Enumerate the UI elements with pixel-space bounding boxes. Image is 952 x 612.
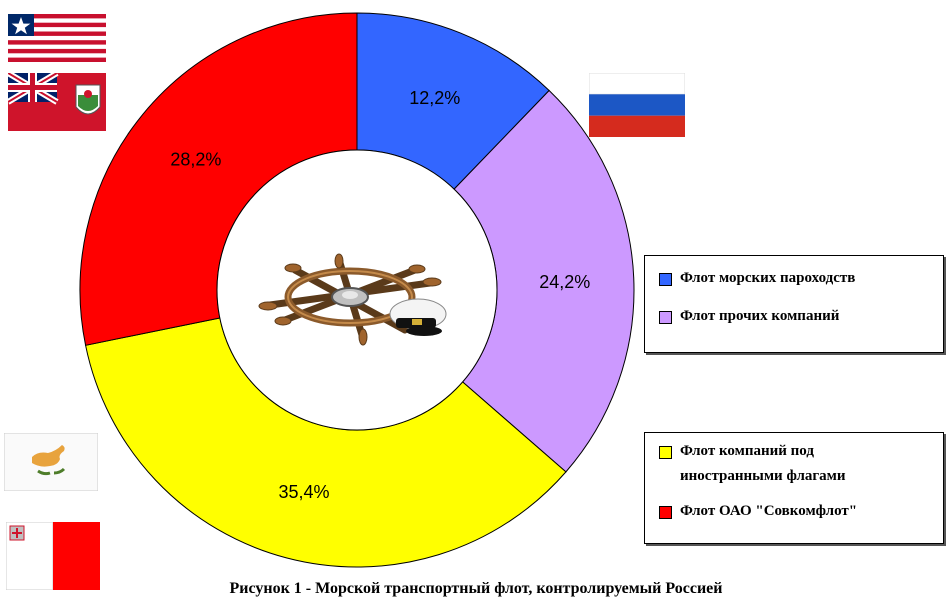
legend-box-1: Флот морских пароходств Флот прочих комп…: [644, 255, 944, 353]
donut-labels: 12,2% 24,2% 35,4% 28,2%: [170, 88, 590, 502]
legend-item: Флот морских пароходств: [659, 266, 855, 291]
donut-slices: [79, 12, 635, 568]
cyprus-flag-icon: [4, 433, 98, 491]
legend-swatch: [659, 506, 672, 519]
legend-label: Флот прочих компаний: [680, 308, 840, 324]
legend-label: Флот ОАО "Совкомфлот": [680, 503, 858, 519]
captain-cap-icon: [389, 298, 447, 336]
legend-box-2: Флот компаний под иностранными флагами Ф…: [644, 432, 944, 544]
ship-wheel-icon: [258, 253, 442, 346]
slice-data-label: 12,2%: [409, 88, 460, 108]
legend-label: Флот компаний под иностранными флагами: [680, 439, 846, 489]
legend-item: Флот ОАО "Совкомфлот": [659, 499, 857, 524]
liberia-flag-icon: [8, 14, 106, 62]
legend-label-line: Флот компаний под: [680, 443, 814, 459]
legend-swatch: [659, 446, 672, 459]
slice-data-label: 24,2%: [539, 272, 590, 292]
figure-caption: Рисунок 1 - Морской транспортный флот, к…: [229, 580, 723, 597]
russia-flag-icon: [589, 73, 685, 137]
legend-item: Флот компаний под иностранными флагами: [659, 439, 846, 489]
legend-label-line: иностранными флагами: [680, 468, 846, 484]
legend-swatch: [659, 273, 672, 286]
slice-data-label: 28,2%: [170, 149, 221, 169]
malta-flag-icon: [6, 522, 100, 590]
legend-swatch: [659, 311, 672, 324]
bermuda-flag-icon: [8, 73, 106, 131]
legend-label: Флот морских пароходств: [680, 270, 856, 286]
slice-data-label: 35,4%: [278, 482, 329, 502]
legend-item: Флот прочих компаний: [659, 304, 839, 329]
